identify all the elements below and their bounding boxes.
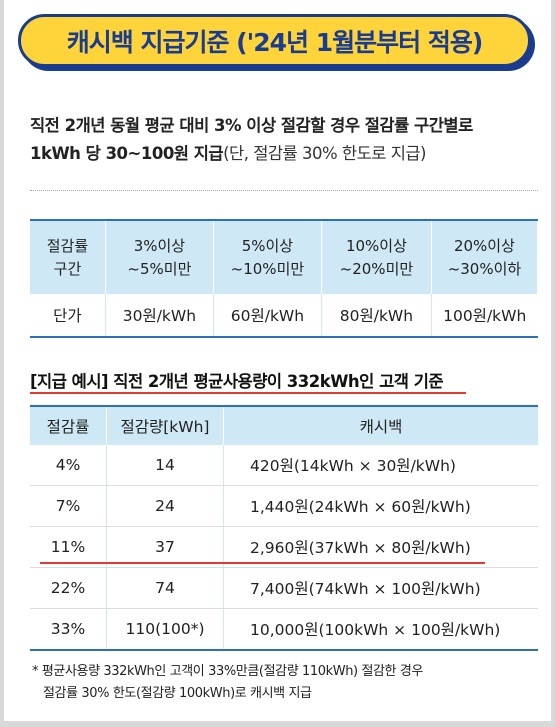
intro-line-2-note: (단, 절감률 30% 한도로 지급) <box>223 144 426 163</box>
rate-band-bottom: ~30%이하 <box>447 259 522 278</box>
table-row-highlighted: 11% 37 2,960원(37kWh × 80원/kWh) <box>30 526 538 568</box>
rate-table-header: 절감률 구간 3%이상 ~5%미만 5%이상 ~10%미만 10%이상 ~20%… <box>30 219 539 294</box>
rate-band-top: 20%이상 <box>453 236 515 255</box>
rate-price: 100원/kWh <box>430 294 538 338</box>
example-header-amount: 절감량[kWh] <box>106 405 224 445</box>
example-title: [지급 예시] 직전 2개년 평균사용량이 332kWh인 고객 기준 <box>30 372 444 391</box>
table-row: 33% 110(100*) 10,000원(100kWh × 100원/kWh) <box>30 608 538 651</box>
rate-price: 60원/kWh <box>212 294 322 338</box>
example-header-rate: 절감률 <box>30 405 107 445</box>
example-table: 절감률 절감량[kWh] 캐시백 4% 14 420원(14kWh × 30원/… <box>30 405 538 651</box>
rate-header-label-2: 구간 <box>53 259 82 278</box>
rate-header-label: 절감률 구간 <box>30 219 106 294</box>
rate-price: 30원/kWh <box>104 294 214 338</box>
cell-cashback: 1,440원(24kWh × 60원/kWh) <box>223 485 538 527</box>
cell-cashback: 10,000원(100kWh × 100원/kWh) <box>223 608 538 651</box>
footnote-line-1: * 평균사용량 332kWh인 고객이 33%만큼(절감량 110kWh) 절감… <box>32 664 423 679</box>
table-row: 7% 24 1,440원(24kWh × 60원/kWh) <box>30 485 538 527</box>
footnote: * 평균사용량 332kWh인 고객이 33%만큼(절감량 110kWh) 절감… <box>32 661 532 705</box>
cell-amount: 110(100*) <box>106 608 224 651</box>
rate-band-bottom: ~20%미만 <box>339 259 414 278</box>
cell-amount: 74 <box>106 567 224 609</box>
cell-cashback: 420원(14kWh × 30원/kWh) <box>223 445 538 486</box>
table-row: 22% 74 7,400원(74kWh × 100원/kWh) <box>30 567 538 609</box>
rate-band-top: 3%이상 <box>133 236 186 255</box>
intro-text: 직전 2개년 동월 평균 대비 3% 이상 절감할 경우 절감률 구간별로 1k… <box>30 112 540 168</box>
dotted-divider <box>30 190 538 191</box>
table-row: 4% 14 420원(14kWh × 30원/kWh) <box>30 445 538 486</box>
rate-price: 80원/kWh <box>320 294 432 338</box>
highlight-underline <box>40 562 485 564</box>
cell-cashback: 2,960원(37kWh × 80원/kWh) <box>223 526 538 568</box>
example-title-underline <box>30 392 466 394</box>
rate-header-label-1: 절감률 <box>46 236 89 255</box>
title-banner: 캐시백 지급기준 ('24년 1월분부터 적용) <box>18 14 531 67</box>
rate-table: 절감률 구간 3%이상 ~5%미만 5%이상 ~10%미만 10%이상 ~20%… <box>30 219 539 338</box>
cell-cashback: 7,400원(74kWh × 100원/kWh) <box>223 567 538 609</box>
rate-table-row: 단가 30원/kWh 60원/kWh 80원/kWh 100원/kWh <box>30 294 538 338</box>
page-title: 캐시백 지급기준 ('24년 1월분부터 적용) <box>66 27 484 57</box>
rate-band: 5%이상 ~10%미만 <box>212 219 322 294</box>
rate-band: 10%이상 ~20%미만 <box>320 219 432 294</box>
cell-amount: 14 <box>106 445 224 486</box>
cell-rate: 33% <box>30 608 107 651</box>
cell-rate: 11% <box>30 526 107 568</box>
rate-band-top: 10%이상 <box>345 236 407 255</box>
rate-band: 3%이상 ~5%미만 <box>104 219 214 294</box>
cell-rate: 4% <box>30 445 107 486</box>
cell-rate: 7% <box>30 485 107 527</box>
cell-amount: 37 <box>106 526 224 568</box>
footnote-line-2: 절감률 30% 한도(절감량 100kWh)로 캐시백 지급 <box>43 686 312 701</box>
rate-band-top: 5%이상 <box>241 236 294 255</box>
cell-amount: 24 <box>106 485 224 527</box>
example-header-cashback: 캐시백 <box>223 405 538 445</box>
rate-band-bottom: ~5%미만 <box>127 259 192 278</box>
rate-band: 20%이상 ~30%이하 <box>430 219 539 294</box>
cell-rate: 22% <box>30 567 107 609</box>
rate-band-bottom: ~10%미만 <box>230 259 305 278</box>
intro-line-1: 직전 2개년 동월 평균 대비 3% 이상 절감할 경우 절감률 구간별로 <box>30 116 473 135</box>
rate-row-label: 단가 <box>30 294 106 338</box>
example-table-header: 절감률 절감량[kWh] 캐시백 <box>30 405 538 445</box>
intro-line-2-bold: 1kWh 당 30~100원 지급 <box>30 144 224 163</box>
